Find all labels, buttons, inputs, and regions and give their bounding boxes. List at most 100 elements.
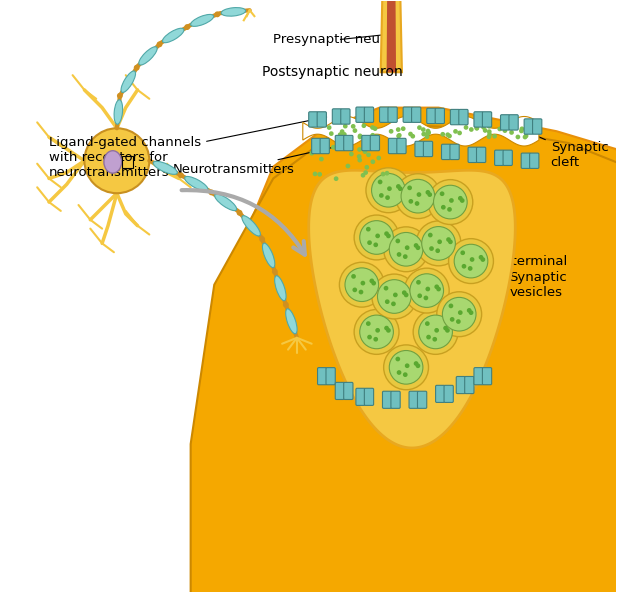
- Circle shape: [462, 264, 467, 269]
- FancyBboxPatch shape: [317, 111, 326, 127]
- Circle shape: [415, 364, 420, 368]
- Ellipse shape: [114, 100, 122, 124]
- Circle shape: [407, 186, 412, 190]
- FancyBboxPatch shape: [423, 141, 433, 157]
- FancyArrowPatch shape: [181, 190, 305, 255]
- FancyBboxPatch shape: [450, 144, 459, 160]
- FancyBboxPatch shape: [397, 138, 406, 154]
- FancyBboxPatch shape: [474, 111, 483, 127]
- Circle shape: [415, 201, 419, 206]
- Circle shape: [457, 130, 462, 135]
- FancyBboxPatch shape: [474, 368, 483, 385]
- Circle shape: [405, 364, 410, 368]
- Circle shape: [389, 350, 423, 384]
- Circle shape: [366, 152, 371, 157]
- Circle shape: [458, 310, 463, 315]
- Polygon shape: [309, 170, 515, 448]
- Circle shape: [479, 255, 483, 260]
- Circle shape: [385, 299, 390, 304]
- Circle shape: [428, 232, 433, 237]
- Circle shape: [387, 186, 392, 191]
- Circle shape: [384, 286, 388, 291]
- FancyBboxPatch shape: [409, 391, 419, 409]
- Circle shape: [259, 236, 265, 242]
- Circle shape: [117, 93, 123, 98]
- Polygon shape: [203, 107, 641, 592]
- Circle shape: [351, 274, 356, 279]
- Circle shape: [310, 151, 314, 155]
- Circle shape: [362, 123, 366, 128]
- Polygon shape: [381, 0, 402, 72]
- Circle shape: [372, 274, 417, 319]
- Circle shape: [435, 328, 439, 333]
- FancyBboxPatch shape: [309, 111, 318, 127]
- Bar: [122, 156, 133, 168]
- Circle shape: [385, 195, 390, 200]
- Circle shape: [386, 234, 391, 238]
- Circle shape: [402, 291, 406, 295]
- Circle shape: [365, 165, 369, 170]
- Circle shape: [522, 135, 528, 139]
- Circle shape: [237, 210, 242, 216]
- Circle shape: [413, 361, 419, 366]
- Circle shape: [417, 192, 421, 197]
- Circle shape: [497, 126, 502, 131]
- FancyBboxPatch shape: [483, 111, 492, 127]
- Circle shape: [388, 129, 394, 133]
- Circle shape: [426, 129, 430, 133]
- Circle shape: [354, 215, 399, 260]
- Circle shape: [214, 11, 221, 17]
- Circle shape: [425, 321, 429, 326]
- Circle shape: [373, 337, 378, 342]
- Text: Neurotransmitters: Neurotransmitters: [173, 145, 344, 176]
- FancyBboxPatch shape: [509, 114, 518, 130]
- Text: Ligand-gated channels
with receptors for
neurotransmitters: Ligand-gated channels with receptors for…: [49, 117, 327, 179]
- Circle shape: [385, 171, 389, 176]
- Circle shape: [474, 126, 479, 130]
- Circle shape: [403, 372, 408, 377]
- Circle shape: [357, 154, 362, 159]
- Circle shape: [379, 193, 384, 198]
- Circle shape: [401, 126, 406, 131]
- Circle shape: [397, 252, 401, 257]
- Circle shape: [492, 134, 497, 139]
- Circle shape: [208, 189, 214, 195]
- Circle shape: [425, 134, 429, 139]
- FancyBboxPatch shape: [356, 107, 365, 122]
- Circle shape: [373, 243, 378, 247]
- Circle shape: [503, 128, 507, 133]
- Ellipse shape: [121, 71, 135, 93]
- Circle shape: [178, 173, 184, 178]
- Circle shape: [339, 262, 384, 307]
- Text: Presynaptic neuron: Presynaptic neuron: [273, 33, 402, 46]
- Circle shape: [342, 132, 347, 137]
- Circle shape: [408, 199, 413, 204]
- Circle shape: [340, 129, 344, 134]
- FancyBboxPatch shape: [379, 107, 389, 122]
- Ellipse shape: [221, 8, 246, 16]
- Circle shape: [442, 297, 476, 331]
- Circle shape: [433, 337, 437, 342]
- Circle shape: [424, 295, 428, 300]
- Circle shape: [437, 286, 441, 291]
- Circle shape: [415, 246, 420, 250]
- Circle shape: [435, 248, 440, 253]
- Polygon shape: [387, 0, 396, 72]
- FancyBboxPatch shape: [468, 147, 478, 162]
- Circle shape: [313, 171, 317, 176]
- FancyBboxPatch shape: [501, 114, 510, 130]
- FancyBboxPatch shape: [335, 135, 344, 151]
- FancyBboxPatch shape: [495, 150, 504, 165]
- Circle shape: [483, 128, 488, 133]
- Circle shape: [470, 257, 474, 262]
- Circle shape: [395, 174, 440, 219]
- Circle shape: [375, 234, 380, 238]
- Circle shape: [376, 155, 381, 160]
- Circle shape: [417, 294, 422, 298]
- Circle shape: [453, 129, 458, 134]
- Circle shape: [358, 135, 362, 139]
- Circle shape: [389, 232, 423, 266]
- Circle shape: [395, 356, 400, 361]
- FancyBboxPatch shape: [415, 141, 424, 157]
- Circle shape: [358, 133, 362, 138]
